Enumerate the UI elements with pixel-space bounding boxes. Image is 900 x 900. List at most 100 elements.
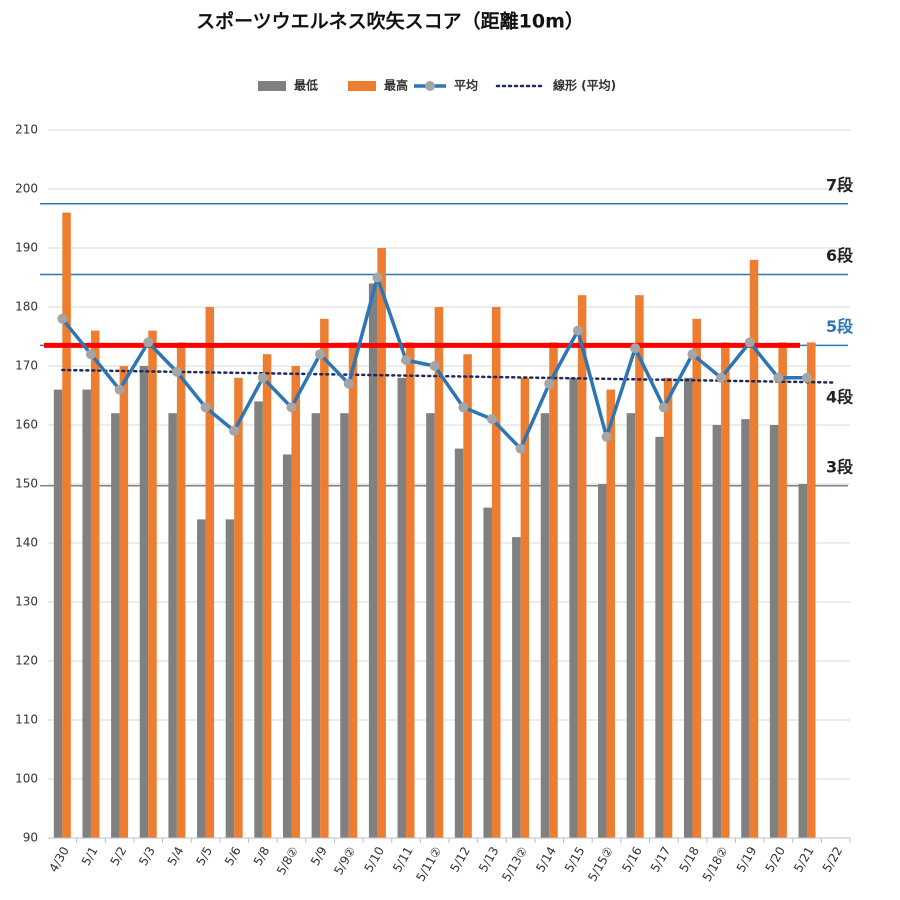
bar [320,318,329,838]
bar [111,413,120,838]
x-tick-label: 5/17 [648,844,674,874]
x-tick-label: 5/22 [820,844,846,874]
y-tick-label: 200 [15,182,38,196]
bar [82,389,91,838]
x-tick-label: 5/20 [762,844,788,874]
bar [683,377,693,838]
bar [692,318,701,838]
reference-label: 4段 [826,388,854,407]
legend-label: 最高 [384,78,408,93]
y-tick-label: 110 [15,713,38,727]
y-tick-label: 100 [15,772,38,786]
bar [119,366,129,838]
point [515,443,526,454]
legend-swatch [258,81,286,91]
point [229,425,240,436]
x-tick-label: 5/3 [136,844,158,868]
reference-label: 6段 [826,246,854,265]
legend-label: 平均 [454,78,478,93]
point [544,378,555,389]
bar [205,307,215,838]
point [630,343,641,354]
x-tick-label: 5/13② [499,844,530,884]
bar [197,519,206,838]
point [143,337,154,348]
point [486,414,497,425]
x-tick-label: 5/5 [193,844,215,868]
bar [262,354,272,838]
y-tick-label: 90 [23,831,38,845]
x-tick-label: 5/9 [308,844,330,868]
point [401,355,412,366]
bar [148,330,157,838]
bar [769,425,779,838]
point [802,372,813,383]
x-tick-label: 5/15② [585,844,616,884]
legend-label: 最低 [294,78,318,93]
x-tick-label: 5/2 [107,844,129,868]
bar [540,413,550,838]
x-tick-label: 5/19 [734,844,760,874]
bar [377,248,386,838]
point [687,349,698,360]
point [343,378,354,389]
bar [749,259,759,838]
bar [176,342,186,838]
bar [798,484,808,838]
bar [168,413,177,838]
x-tick-label: 5/6 [222,844,244,868]
x-tick-label: 5/15 [562,844,588,874]
bar [569,377,578,838]
bar [368,283,378,838]
point [57,313,68,324]
point [200,402,211,413]
bar [483,507,492,838]
x-tick-label: 5/12 [447,844,473,874]
bar [712,425,722,838]
bar [434,307,444,838]
point [601,431,612,442]
x-tick-label: 5/11 [390,844,416,874]
x-tick-label: 5/16 [619,844,645,874]
bar [635,295,644,838]
point [429,361,440,371]
bar [426,413,435,838]
reference-label: 3段 [826,457,854,476]
point [572,325,583,336]
reference-label: 5段 [826,317,854,336]
point [85,349,96,360]
bar [606,389,616,838]
x-tick-label: 5/13 [476,844,502,874]
bar [577,295,587,838]
bar [291,366,300,838]
trend-line [61,368,837,384]
reference-label: 7段 [826,175,854,194]
y-tick-label: 210 [15,123,38,137]
bar [90,330,100,838]
bar [53,389,63,838]
x-tick-label: 5/14 [533,844,559,874]
x-tick-label: 5/18 [676,844,702,874]
bar [348,342,358,838]
legend-swatch [425,81,435,91]
bar [491,307,501,838]
point [114,384,125,395]
bar [397,377,407,838]
point [716,372,727,383]
legend-swatch [348,81,376,91]
y-tick-label: 180 [15,300,38,314]
legend-label: 線形 (平均) [553,78,616,93]
bar [225,519,235,838]
x-tick-label: 5/21 [791,844,817,874]
bar [62,212,71,839]
point [658,402,669,413]
bar [655,436,664,838]
x-tick-label: 5/11② [413,844,444,884]
bar [139,366,149,838]
point [315,349,326,360]
point [286,402,297,413]
bar [254,401,263,838]
bar [807,342,816,838]
bar [234,377,243,838]
y-tick-label: 120 [15,654,38,668]
